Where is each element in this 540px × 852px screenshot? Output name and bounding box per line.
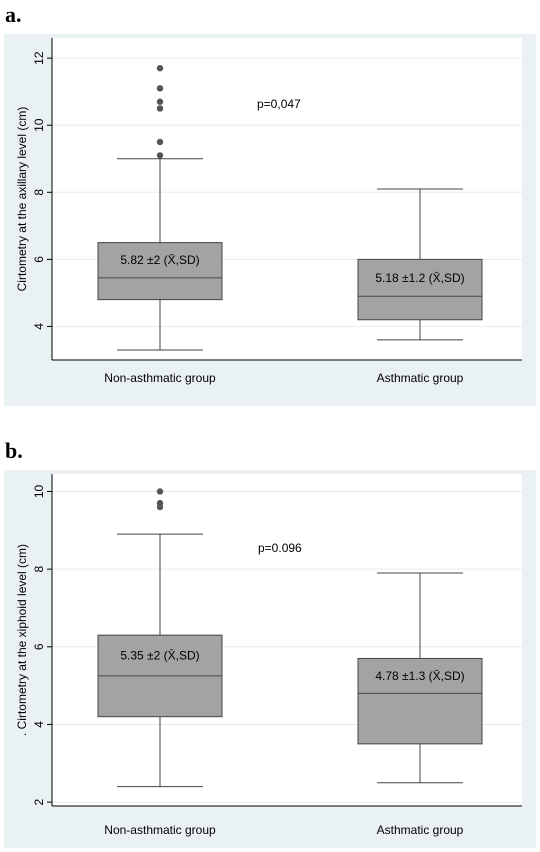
outlier-point [156, 138, 164, 146]
y-tick-label: 10 [32, 484, 46, 498]
p-value-annotation: p=0,047 [257, 97, 301, 111]
y-axis-title: Cirtometry at the axillary level (cm) [15, 107, 29, 292]
y-tick-label: 6 [32, 256, 46, 263]
box-stat-label: 5.35 ±2 (X̄,SD) [120, 649, 199, 663]
box-stat-label: 5.18 ±1.2 (X̄,SD) [375, 271, 464, 285]
x-category-label: Non-asthmatic group [104, 823, 216, 837]
outlier-point [156, 152, 164, 159]
y-tick-label: 12 [32, 51, 46, 65]
y-tick-label: 6 [32, 643, 46, 650]
p-value-annotation: p=0.096 [258, 541, 302, 555]
y-tick-label: 8 [32, 565, 46, 572]
x-category-label: Asthmatic group [377, 823, 464, 837]
y-tick-label: 10 [32, 118, 46, 132]
outlier-point [156, 98, 164, 105]
box-iqr [357, 258, 483, 321]
y-tick-label: 4 [32, 721, 46, 728]
panel-label-b: b. [5, 438, 23, 463]
y-tick-label: 4 [32, 323, 46, 330]
y-axis-title: . Cirtometry at the xiphoid level (cm) [15, 544, 29, 736]
box-stat-label: 4.78 ±1.3 (X̄,SD) [375, 669, 464, 683]
x-category-label: Non-asthmatic group [104, 371, 216, 385]
outlier-point [156, 488, 164, 495]
x-category-label: Asthmatic group [377, 371, 464, 385]
box-iqr [357, 657, 483, 745]
y-tick-label: 2 [32, 798, 46, 805]
box-stat-label: 5.82 ±2 (X̄,SD) [120, 253, 199, 267]
box-iqr [97, 242, 223, 301]
outlier-point [156, 105, 164, 112]
box-plot-xiphoid: 2 4 6 8 10 . Cirtometry at the xiphoid level … [4, 470, 536, 848]
panel-label-a: a. [5, 2, 22, 27]
outlier-point [156, 85, 164, 92]
y-tick-label: 8 [32, 189, 46, 196]
box-plot-axillary: 4 6 8 10 12 Cirtometry at the axillary level … [4, 34, 536, 406]
outlier-point [156, 64, 164, 72]
outlier-point [156, 499, 164, 507]
